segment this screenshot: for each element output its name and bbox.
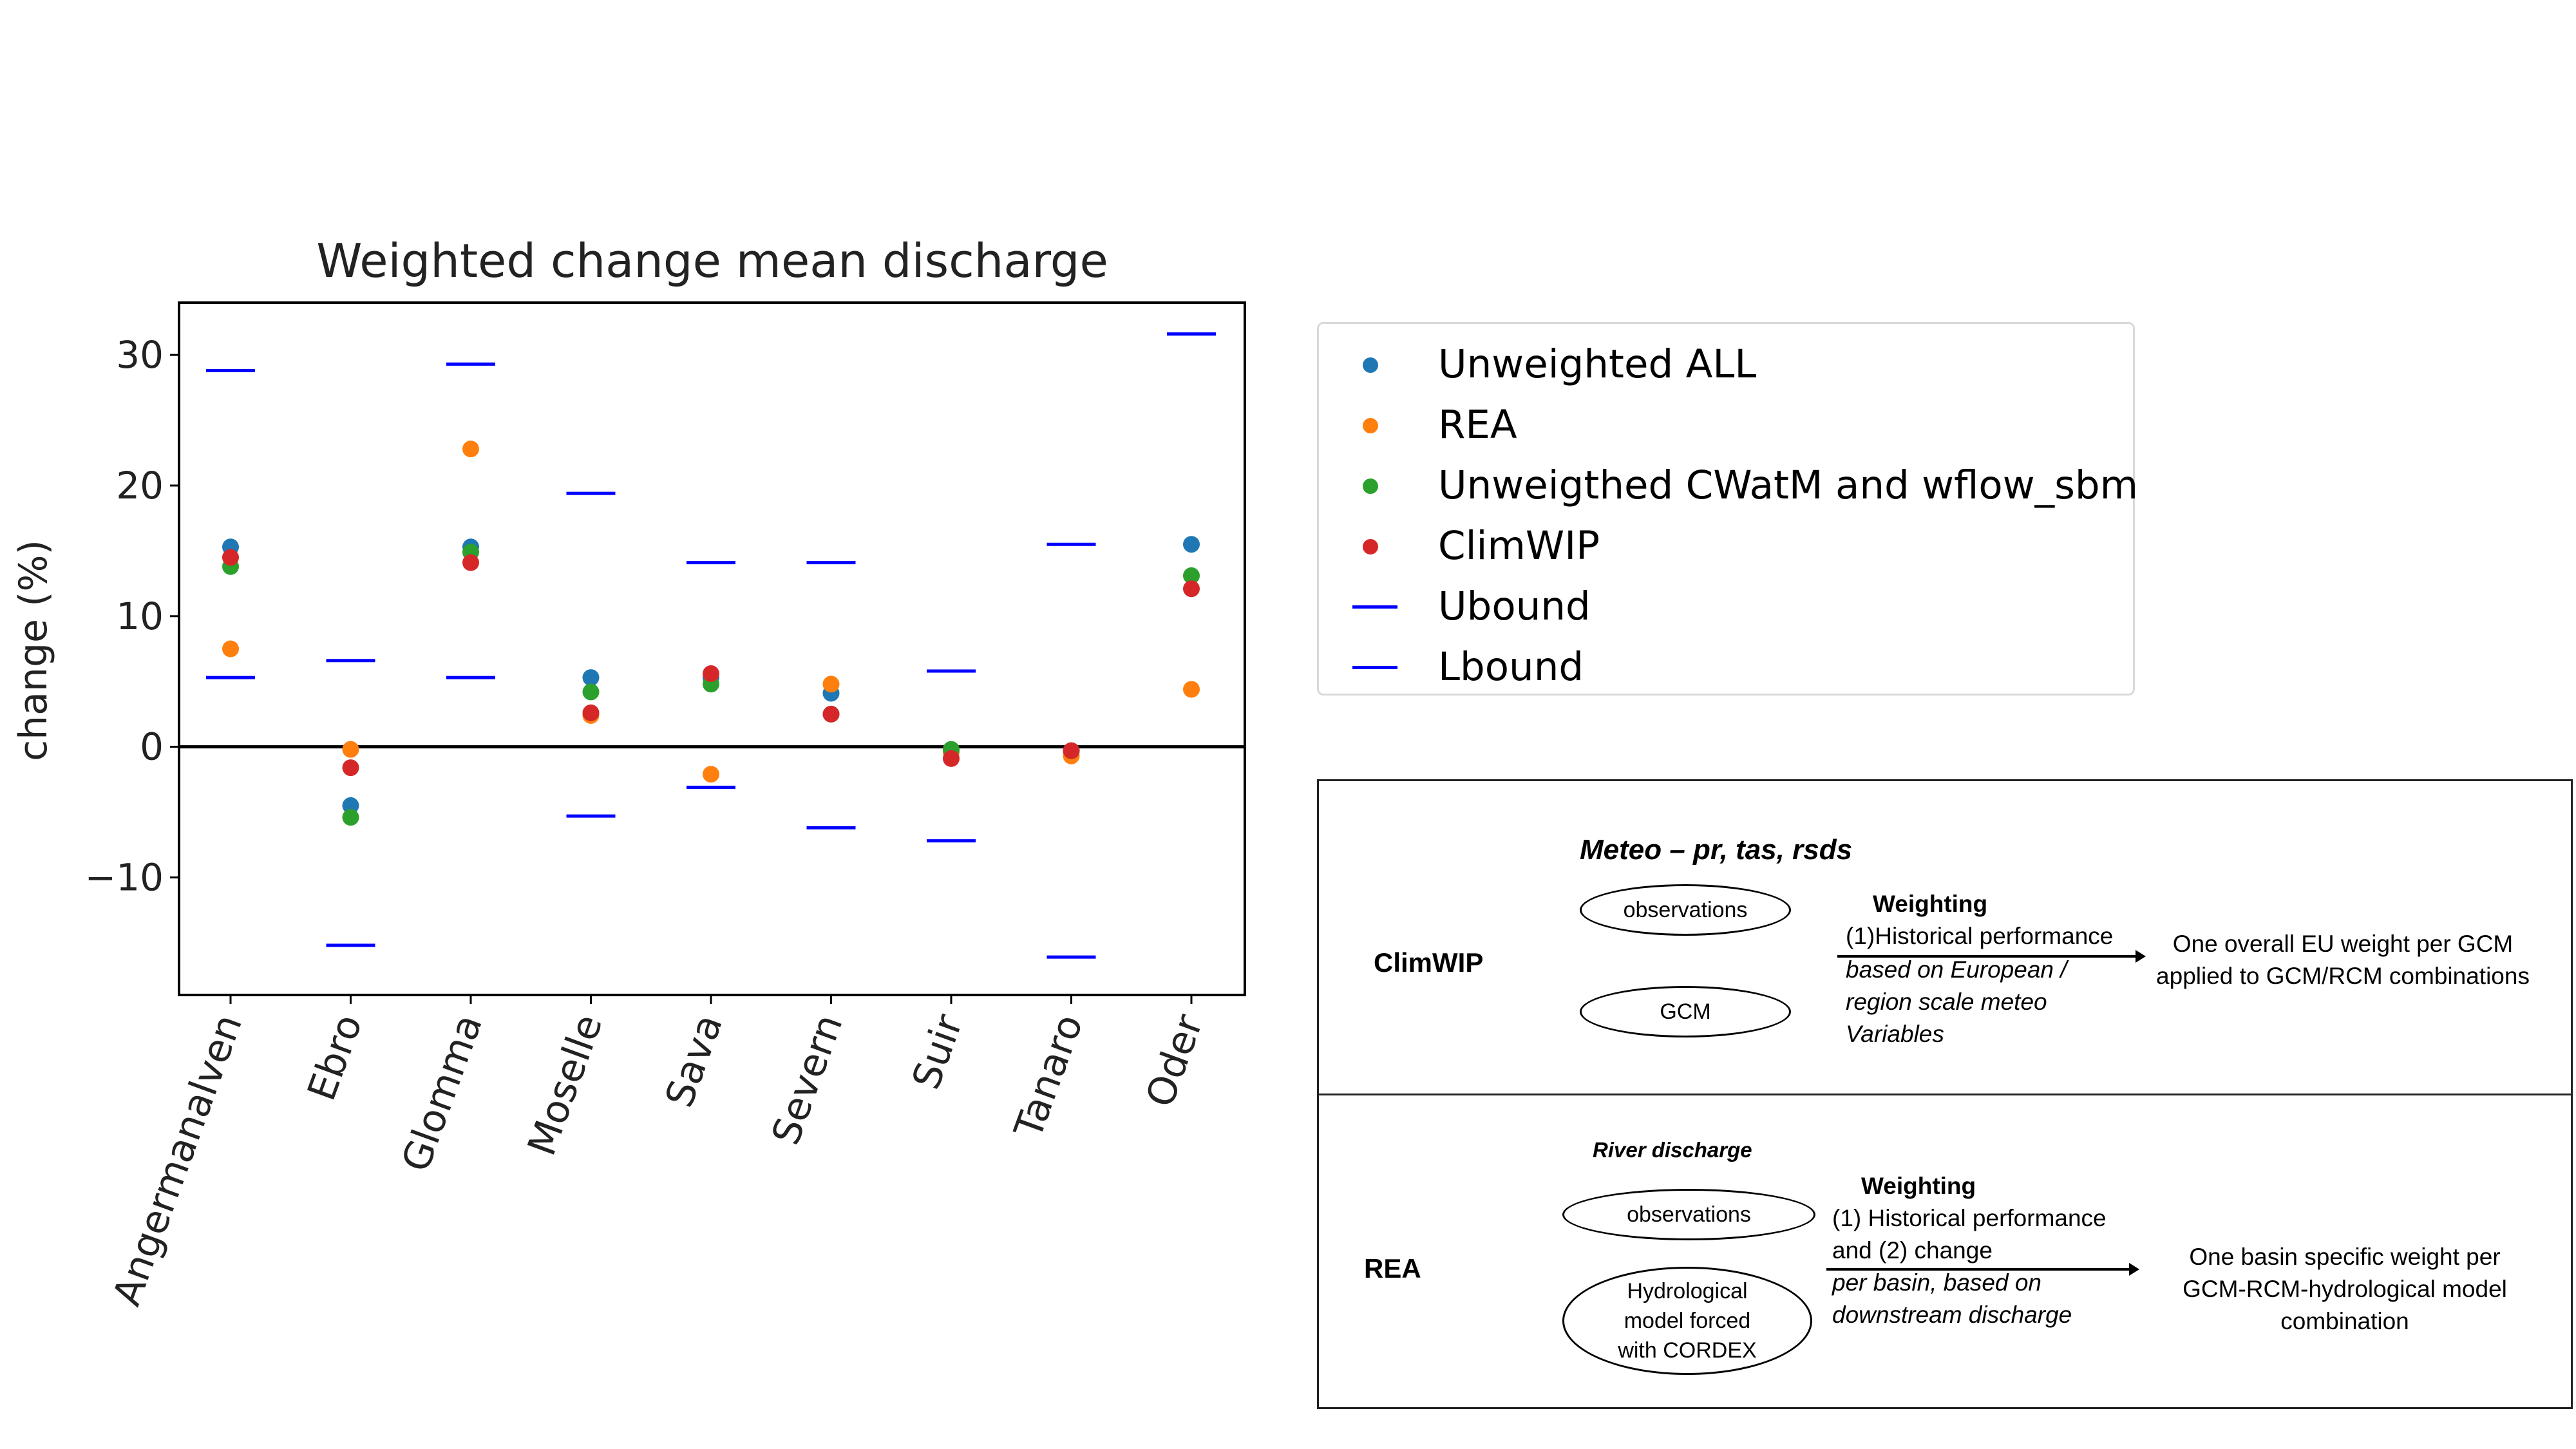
plot-frame [178,301,1246,996]
legend-label: Unweigthed CWatM and wflow_sbm [1438,462,2139,508]
climwip-gcm-text: GCM [1660,999,1711,1024]
legend-item-lbound: Lbound [1319,636,2133,696]
y-tick-label: −10 [85,855,164,899]
legend-marker [1363,478,1378,494]
rea-hydrological-model-oval: Hydrological model forced with CORDEX [1562,1267,1812,1375]
legend-marker [1363,418,1378,433]
plot-area: 30 20 10 0 −10 Angermanalven Ebro Glomma Moselle… [85,301,1246,1311]
y-axis-label: change (%) [11,540,56,761]
x-tick-label-ebro: Ebro [299,1009,371,1106]
climwip-weighting-line1: (1)Historical performance [1846,923,2114,949]
climwip-observations-oval: observations [1580,884,1791,936]
x-tick-label-sava: Sava [657,1009,732,1113]
rea-point [1183,681,1200,698]
legend-item-ubound: Ubound [1319,575,2133,636]
rea-hydro-line2: model forced [1624,1309,1751,1333]
rea-weighting-line1: (1) Historical performance [1832,1205,2107,1231]
legend-label: Unweighted ALL [1438,341,1757,387]
y-tick-label: 20 [116,464,164,507]
y-tick-label: 0 [140,725,164,769]
climwip-observations-text: observations [1623,898,1748,922]
climwip-point [342,759,359,777]
chart-title: Weighted change mean discharge [316,234,1108,288]
x-tick-label-severn: Severn [763,1009,851,1150]
climwip-weighting-line2: based on European / [1846,956,2067,983]
legend-marker [1363,357,1378,373]
legend-label: Ubound [1438,583,1591,629]
x-tick-label-suir: Suir [904,1009,972,1095]
climwip-point [582,704,600,721]
rea-weighting-title: Weighting [1861,1173,1976,1199]
rea-hydro-line1: Hydrological [1627,1279,1748,1303]
climwip-gcm-oval: GCM [1580,986,1791,1037]
x-tick-label-tanaro: Tanaro [1006,1009,1092,1144]
legend-label: ClimWIP [1438,523,1600,569]
climwip-weighting-line3: region scale meteo [1846,989,2047,1015]
rea-point [822,676,840,693]
climwip-label: ClimWIP [1374,947,1484,978]
legend-item-climwip: ClimWIP [1319,515,2133,575]
rea-point [342,741,359,758]
rea-weighting-line3: per basin, based on [1832,1269,2042,1296]
y-tick-label: 30 [116,333,164,377]
legend-label: Lbound [1438,644,1584,690]
climwip-result-line1: One overall EU weight per GCM [2172,931,2514,957]
y-tick-label: 10 [116,594,164,638]
climwip-header: Meteo – pr, tas, rsds [1580,834,1853,866]
climwip-point [943,750,960,767]
rea-result-line2: GCM-RCM-hydrological model [2183,1276,2507,1302]
unweighted-all-point [1183,536,1200,553]
unweigthed-cwatm-and-wflow-sbm-point [582,683,600,701]
unweighted-all-point [342,797,359,814]
rea-header: River discharge [1593,1138,1752,1162]
climwip-weighting-title: Weighting [1873,891,1988,917]
climwip-arrow [1837,950,2146,963]
legend-item-unweigthed-cwatm-and-wflow-sbm: Unweigthed CWatM and wflow_sbm [1319,454,2138,515]
climwip-weighting-line4: Variables [1846,1021,1944,1047]
unweigthed-cwatm-and-wflow-sbm-point [1183,567,1200,584]
climwip-point [222,549,239,566]
x-tick-label-glomma: Glomma [393,1009,491,1177]
legend-item-unweighted-all: Unweighted ALL [1319,333,2133,393]
x-tick-label-oder: Oder [1137,1009,1212,1113]
climwip-point [462,554,479,571]
rea-hydro-line3: with CORDEX [1618,1338,1757,1363]
climwip-point [1183,580,1200,598]
rea-section: REA River discharge observations Hydrolo… [1319,1095,2571,1407]
rea-point [222,640,239,658]
climwip-section: ClimWIP Meteo – pr, tas, rsds observatio… [1319,781,2571,1095]
legend-label: REA [1438,402,1517,448]
x-tick-label-moselle: Moselle [519,1009,611,1161]
legend-marker [1363,539,1378,554]
unweighted-all-point [582,669,600,687]
scatter-chart: Weighted change mean discharge change (%… [11,234,1246,1311]
legend: Unweighted ALL REA Unweigthed CWatM and wf… [1317,322,2138,696]
rea-point [703,766,719,783]
legend-item-rea: REA [1319,393,2133,454]
rea-weighting-line4: downstream discharge [1832,1302,2072,1328]
rea-weighting-line2: and (2) change [1832,1237,1993,1264]
x-tick-label-angermanalven: Angermanalven [104,1009,251,1311]
legend-marker [1352,666,1397,669]
rea-result-line1: One basin specific weight per [2189,1244,2501,1270]
climwip-point [822,705,840,723]
rea-point [462,440,479,458]
rea-result-line3: combination [2280,1308,2409,1334]
unweigthed-cwatm-and-wflow-sbm-point [342,809,359,826]
rea-arrow [1826,1263,2139,1276]
rea-observations-text: observations [1627,1202,1751,1227]
legend-marker [1352,605,1397,609]
climwip-point [703,665,719,683]
weighting-scheme-diagram: ClimWIP Meteo – pr, tas, rsds observatio… [1317,779,2573,1409]
rea-observations-oval: observations [1562,1189,1815,1240]
climwip-result-line2: applied to GCM/RCM combinations [2156,963,2530,989]
climwip-point [1063,742,1080,759]
rea-label: REA [1364,1253,1421,1283]
